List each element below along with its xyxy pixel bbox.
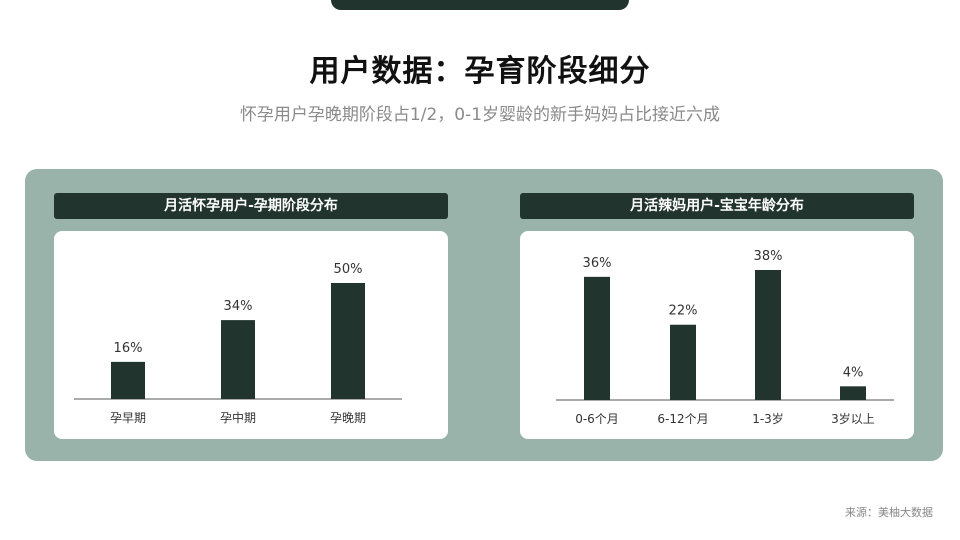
chart-2-title: 月活辣妈用户-宝宝年龄分布: [520, 193, 914, 219]
bar-2: [670, 324, 696, 400]
category-label: 0-6个月: [575, 412, 619, 426]
bar-1: [111, 361, 145, 399]
data-label: 22%: [669, 304, 698, 319]
category-label: 孕早期: [110, 411, 146, 425]
data-label: 16%: [114, 341, 143, 356]
data-label: 50%: [334, 262, 363, 277]
chart-1-card: 16% 孕早期 34% 孕中期 50% 孕晚期: [54, 231, 448, 439]
page-subtitle: 怀孕用户孕晚期阶段占1/2，0-1岁婴龄的新手妈妈占比接近六成: [239, 105, 721, 125]
data-label: 38%: [754, 249, 783, 264]
top-decoration-tab: [331, 0, 629, 10]
source-note: 来源：美柚大数据: [845, 506, 933, 519]
chart-2-svg: 36% 0-6个月 22% 6-12个月 38% 1-3岁 4% 3岁以上: [556, 249, 894, 426]
bar-3: [755, 270, 781, 400]
bar-3: [331, 283, 365, 399]
category-label: 1-3岁: [752, 411, 784, 426]
chart-1-title: 月活怀孕用户-孕期阶段分布: [54, 193, 448, 219]
page-title: 用户数据：孕育阶段细分: [309, 54, 651, 89]
category-label: 孕晚期: [330, 411, 366, 425]
chart-1-svg: 16% 孕早期 34% 孕中期 50% 孕晚期: [74, 262, 402, 425]
category-label: 3岁以上: [831, 411, 875, 426]
data-label: 4%: [843, 365, 864, 380]
bar-2: [221, 320, 255, 399]
bar-1: [584, 276, 610, 400]
data-label: 34%: [224, 299, 253, 314]
data-label: 36%: [583, 256, 612, 271]
chart-2-card: 36% 0-6个月 22% 6-12个月 38% 1-3岁 4% 3岁以上: [520, 231, 914, 439]
category-label: 孕中期: [220, 410, 256, 425]
category-label: 6-12个月: [657, 412, 708, 426]
bar-4: [840, 386, 866, 400]
